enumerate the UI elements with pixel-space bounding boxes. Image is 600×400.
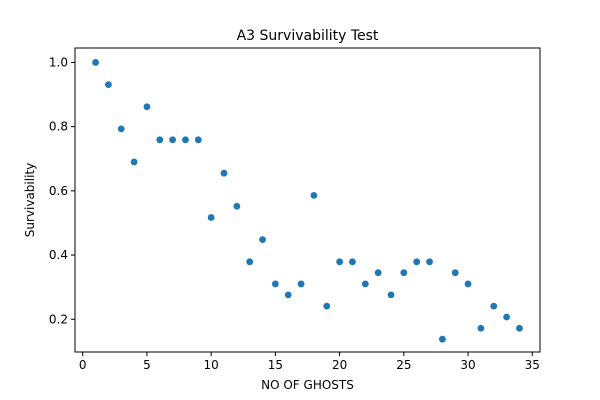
data-point [271, 280, 279, 288]
data-point [490, 302, 498, 310]
data-point [143, 103, 151, 111]
y-tick-label: 0.6 [49, 184, 68, 198]
data-point [516, 324, 523, 332]
y-tick-label: 0.4 [49, 248, 68, 262]
data-point [477, 324, 485, 332]
data-point [438, 335, 446, 343]
data-point [400, 269, 408, 277]
data-point [207, 214, 215, 221]
data-point [220, 169, 228, 177]
x-axis-label: NO OF GHOSTS [261, 378, 354, 392]
x-tick-label: 10 [204, 358, 219, 372]
x-tick-label: 25 [396, 358, 411, 372]
data-point [169, 136, 177, 144]
data-point [233, 202, 241, 210]
plot-frame [74, 47, 541, 353]
x-axis-ticks: 0 5 10 15 20 25 30 35 [79, 352, 540, 372]
data-point [92, 59, 99, 66]
data-point [310, 191, 318, 199]
data-point [117, 125, 125, 133]
data-point [361, 280, 369, 288]
data-points [92, 59, 523, 343]
data-point [464, 280, 472, 288]
data-point [156, 136, 164, 144]
y-axis-ticks: 0.2 0.4 0.6 0.8 1.0 [49, 55, 75, 326]
data-point [349, 258, 356, 266]
data-point [104, 81, 112, 88]
data-point [451, 269, 459, 277]
data-point [194, 136, 202, 144]
data-point [413, 258, 421, 266]
x-tick-label: 0 [79, 358, 87, 372]
data-point [503, 313, 511, 321]
data-point [246, 258, 254, 266]
y-tick-label: 0.8 [49, 120, 68, 134]
x-tick-label: 20 [332, 358, 347, 372]
y-tick-label: 0.2 [49, 312, 68, 326]
x-tick-label: 35 [525, 358, 540, 372]
data-point [259, 236, 266, 244]
chart-title: A3 Survivability Test [237, 28, 379, 44]
data-point [284, 291, 292, 299]
y-axis-label: Survivability [23, 163, 37, 237]
x-tick-label: 15 [268, 358, 283, 372]
data-point [336, 258, 344, 266]
data-point [323, 302, 331, 310]
data-point [130, 158, 138, 166]
data-point [387, 291, 395, 299]
plot-area [75, 48, 540, 352]
data-point [182, 136, 189, 144]
data-point [374, 269, 382, 277]
x-tick-label: 30 [460, 358, 475, 372]
y-tick-label: 1.0 [49, 55, 68, 69]
data-point [426, 258, 433, 266]
x-tick-label: 5 [143, 358, 151, 372]
data-point [297, 280, 305, 288]
